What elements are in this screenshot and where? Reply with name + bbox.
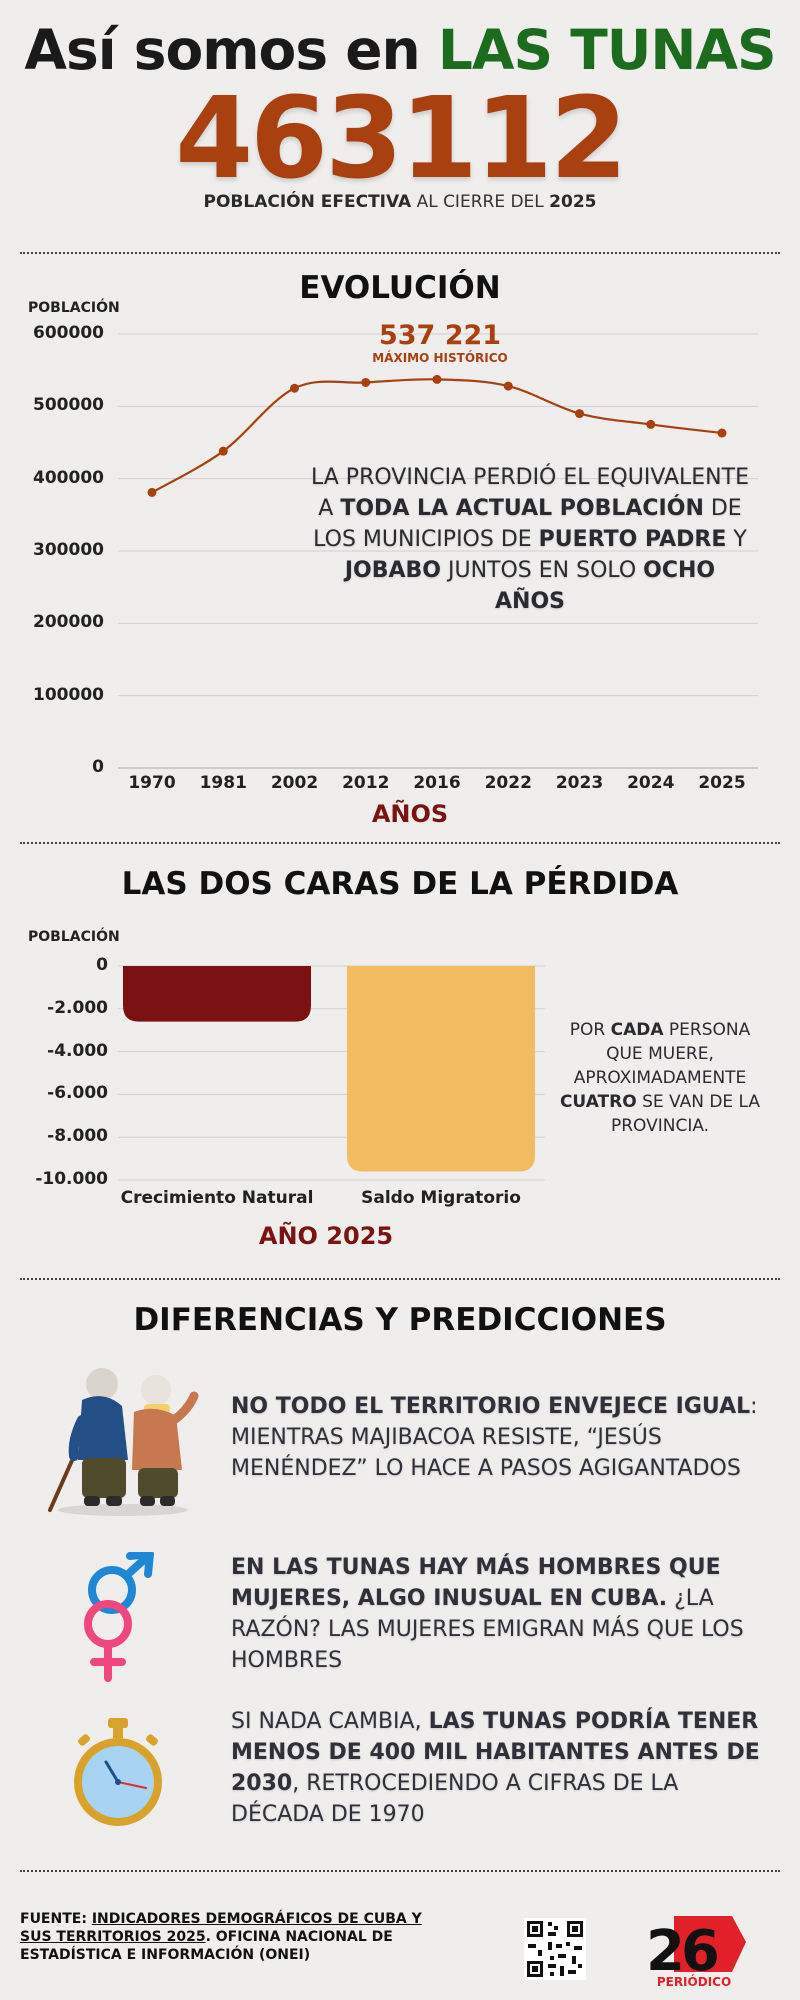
bar-note: POR CADA PERSONA QUE MUERE, APROXIMADAME… [559,1020,761,1136]
x-tick-label: 2002 [270,773,319,793]
bar-category-label: Crecimiento Natural [120,1188,314,1208]
footer-source: FUENTE: INDICADORES DEMOGRÁFICOS DE CUBA… [20,1911,422,1963]
data-point [717,428,727,438]
y-tick-label: 0 [96,955,108,975]
data-point [503,381,513,391]
bar-chart-ylabel: POBLACIÓN [28,929,120,945]
line-chart-ylabel: POBLACIÓN [28,300,120,316]
population-total: 463112 [175,74,628,204]
source-link[interactable]: INDICADORES DEMOGRÁFICOS DE CUBA Y SUS T… [20,1911,422,1945]
y-tick-label: -2.000 [47,997,108,1018]
divider [20,842,780,844]
item-aging: NO TODO EL TERRITORIO ENVEJECE IGUAL: MI… [231,1394,758,1481]
y-tick-label: -6.000 [47,1083,108,1104]
divider [20,1278,780,1280]
data-point [290,383,299,393]
y-tick-label: 500000 [33,395,104,416]
x-tick-label: 2025 [698,773,746,793]
x-tick-label: 1981 [199,773,247,793]
periodico-26-logo: 26 PERIÓDICO [646,1916,746,1989]
elderly-couple-icon [48,1368,199,1516]
item-gender: EN LAS TUNAS HAY MÁS HOMBRES QUE MUJERES… [231,1555,744,1673]
peak-label: MÁXIMO HISTÓRICO [372,351,508,365]
y-tick-label: -8.000 [47,1126,108,1147]
x-tick-label: 2023 [555,773,604,793]
data-point [646,419,656,429]
divider [20,252,780,254]
data-point [147,487,157,497]
y-tick-label: 400000 [33,467,104,488]
x-tick-label: 2016 [413,773,461,793]
peak-value: 537 221 [378,320,502,351]
data-point [575,409,584,419]
y-tick-label: 200000 [33,612,104,633]
logo-number: 26 [646,1919,717,1984]
differences-title: DIFERENCIAS Y PREDICCIONES [133,1302,667,1338]
bar-natural-growth [123,966,311,1022]
line-chart-xlabel: AÑOS [371,800,449,828]
population-subtitle: POBLACIÓN EFECTIVA AL CIERRE DEL 2025 [203,192,597,212]
y-tick-label: 100000 [33,684,104,705]
y-tick-label: 300000 [33,540,104,560]
bar-migratory-balance [347,966,535,1172]
province-name: LAS TUNAS [437,18,777,82]
logo-text: PERIÓDICO [657,1974,731,1989]
y-tick-label: 600000 [33,323,104,343]
divider [20,1870,780,1872]
y-tick-label: -10.000 [35,1169,108,1189]
main-title: Así somos en LAS TUNAS [24,18,777,82]
stopwatch-icon [74,1718,162,1826]
qr-code-icon[interactable] [524,1918,586,1980]
data-point [361,377,371,387]
gender-symbols-icon [84,1552,154,1682]
bar-chart-xlabel: AÑO 2025 [258,1222,394,1250]
bar-category-label: Saldo Migratorio [361,1188,521,1208]
bar-chart [118,965,545,1181]
evolution-title: EVOLUCIÓN [299,270,501,306]
loss-title: LAS DOS CARAS DE LA PÉRDIDA [121,866,679,902]
x-tick-label: 2022 [484,773,532,793]
line-chart [118,333,758,769]
data-point [432,374,442,384]
data-point [218,446,228,456]
item-prediction: SI NADA CAMBIA, LAS TUNAS PODRÍA TENER M… [231,1709,760,1827]
x-tick-label: 1970 [128,773,176,793]
y-tick-label: 0 [92,757,104,777]
x-tick-label: 2024 [627,773,675,793]
y-tick-label: -4.000 [47,1040,108,1061]
x-tick-label: 2012 [342,773,390,793]
evolution-note: LA PROVINCIA PERDIÓ EL EQUIVALENTE A TOD… [311,465,749,614]
